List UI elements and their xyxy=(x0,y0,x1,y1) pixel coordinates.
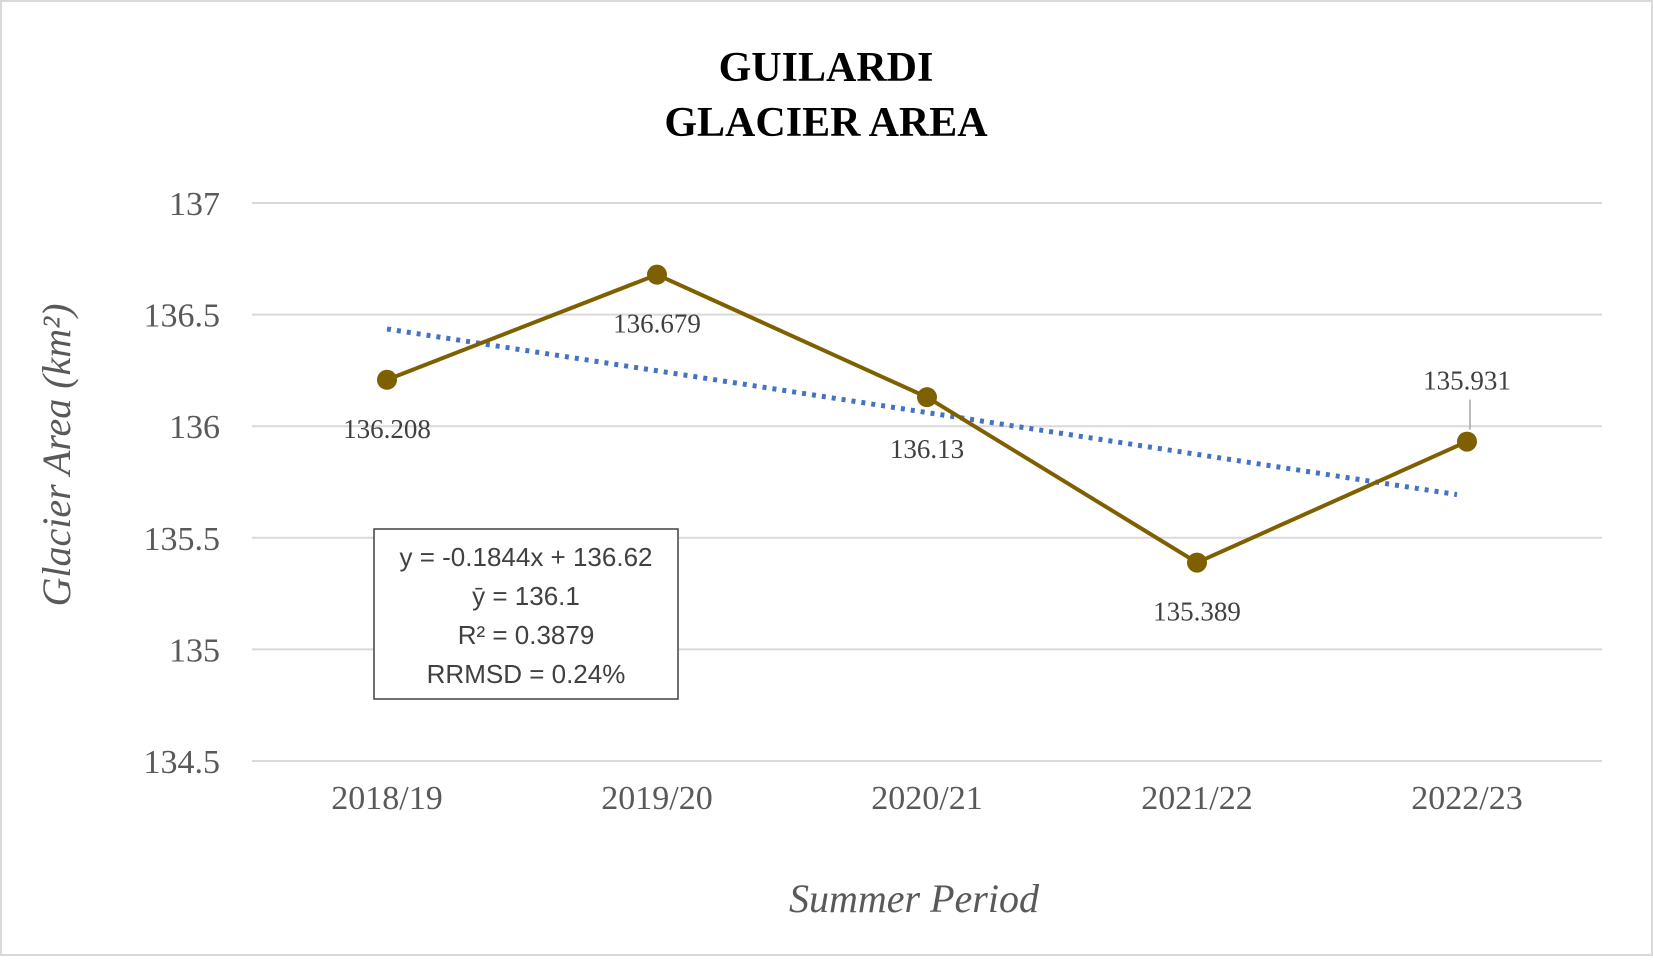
data-point-4 xyxy=(1457,431,1477,452)
data-point-2 xyxy=(917,387,937,408)
data-label-0: 136.208 xyxy=(343,414,431,444)
y-tick-label-4: 136.5 xyxy=(144,298,221,335)
stats-rrmsd: RRMSD = 0.24% xyxy=(427,659,626,689)
data-point-3 xyxy=(1187,552,1207,573)
stats-r-squared: R² = 0.3879 xyxy=(458,620,595,650)
x-tick-label-2: 2020/21 xyxy=(871,780,982,817)
chart-title: GUILARDI xyxy=(719,45,934,91)
x-axis-title: Summer Period xyxy=(789,876,1040,921)
data-label-1: 136.679 xyxy=(613,309,701,339)
trendline-line xyxy=(386,326,1458,498)
data-labels: 136.208 136.679 136.13 135.389 135.931 xyxy=(343,309,1511,627)
chart-subtitle: GLACIER AREA xyxy=(664,100,988,146)
data-label-4: 135.931 xyxy=(1423,366,1511,396)
x-tick-label-4: 2022/23 xyxy=(1411,780,1522,817)
x-axis-ticks: 2018/19 2019/20 2020/21 2021/22 2022/23 xyxy=(331,780,1522,817)
data-point-0 xyxy=(377,369,397,390)
stats-box-frame xyxy=(373,528,679,700)
y-tick-label-2: 135.5 xyxy=(144,521,221,558)
y-tick-label-5: 137 xyxy=(169,186,220,223)
y-axis-title: Glacier Area (km²) xyxy=(34,303,79,606)
trendline xyxy=(386,326,1458,498)
stats-equation: y = -0.1844x + 136.62 xyxy=(400,542,653,572)
data-point-1 xyxy=(647,264,667,285)
x-tick-label-0: 2018/19 xyxy=(331,780,442,817)
x-tick-label-3: 2021/22 xyxy=(1141,780,1252,817)
stats-mean: ȳ = 136.1 xyxy=(472,581,580,611)
x-tick-label-1: 2019/20 xyxy=(601,780,712,817)
stats-box: y = -0.1844x + 136.62 ȳ = 136.1 R² = 0.3… xyxy=(373,528,679,700)
y-tick-label-3: 136 xyxy=(169,409,220,446)
y-tick-label-0: 134.5 xyxy=(144,744,221,781)
y-axis-ticks: 134.5 135 135.5 136 136.5 137 xyxy=(144,186,221,781)
series-glacier-area xyxy=(377,264,1477,573)
y-tick-label-1: 135 xyxy=(169,632,220,669)
data-label-3: 135.389 xyxy=(1153,597,1241,627)
data-label-2: 136.13 xyxy=(890,434,964,464)
